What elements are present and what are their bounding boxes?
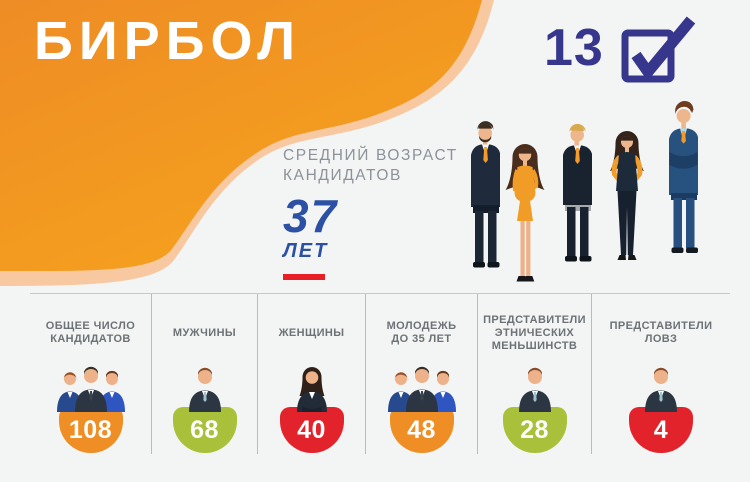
person-woman-akimbo bbox=[610, 131, 644, 260]
stat-label: МОЛОДЕЖЬ ДО 35 ЛЕТ bbox=[386, 320, 457, 345]
stat-column-men: МУЖЧИНЫ 68 bbox=[152, 294, 258, 454]
candidates-illustration bbox=[471, 101, 698, 282]
male-person-icon bbox=[641, 364, 681, 412]
stat-label: ОБЩЕЕ ЧИСЛО КАНДИДАТОВ bbox=[45, 320, 136, 345]
ballot-number: 13 bbox=[544, 19, 604, 77]
stat-label: МУЖЧИНЫ bbox=[172, 326, 237, 339]
ballot-checkbox-icon bbox=[621, 16, 696, 83]
stat-column-total: ОБЩЕЕ ЧИСЛО КАНДИДАТОВ bbox=[30, 294, 152, 454]
group-people-icon bbox=[55, 364, 127, 412]
stats-table: ОБЩЕЕ ЧИСЛО КАНДИДАТОВ bbox=[30, 293, 730, 454]
orange-swoosh-background bbox=[0, 0, 494, 286]
average-age-unit: ЛЕТ bbox=[283, 240, 329, 262]
person-man-dark-suit bbox=[471, 121, 500, 268]
stat-column-disabilities: ПРЕДСТАВИТЕЛИ ЛОВЗ 4 bbox=[592, 294, 730, 454]
person-woman-orange-dress bbox=[505, 144, 545, 282]
ballot-number-logo: 13 bbox=[544, 16, 699, 90]
stat-value-badge: 108 bbox=[58, 407, 123, 453]
stat-value-badge: 40 bbox=[279, 407, 344, 453]
red-underline bbox=[283, 274, 325, 280]
stat-column-women: ЖЕНЩИНЫ 40 bbox=[258, 294, 366, 454]
stat-value-badge: 4 bbox=[629, 407, 693, 453]
stat-column-youth: МОЛОДЕЖЬ ДО 35 ЛЕТ bbox=[366, 294, 478, 454]
stat-label: ЖЕНЩИНЫ bbox=[278, 326, 345, 339]
stat-value-badge: 28 bbox=[502, 407, 567, 453]
party-title: БИРБОЛ bbox=[34, 11, 302, 71]
stat-label: ПРЕДСТАВИТЕЛИ ЭТНИЧЕСКИХ МЕНЬШИНСТВ bbox=[483, 313, 586, 352]
stat-label: ПРЕДСТАВИТЕЛИ ЛОВЗ bbox=[609, 320, 713, 345]
average-age-block: СРЕДНИЙ ВОЗРАСТ КАНДИДАТОВ 37 ЛЕТ bbox=[283, 146, 503, 280]
average-age-label: СРЕДНИЙ ВОЗРАСТ КАНДИДАТОВ bbox=[283, 147, 458, 184]
stat-column-ethnic-minorities: ПРЕДСТАВИТЕЛИ ЭТНИЧЕСКИХ МЕНЬШИНСТВ 28 bbox=[478, 294, 592, 454]
male-person-icon bbox=[185, 364, 225, 412]
person-man-blue-suit bbox=[669, 101, 698, 253]
male-person-icon bbox=[515, 364, 555, 412]
person-man-blond bbox=[563, 123, 592, 262]
stat-value-badge: 68 bbox=[172, 407, 237, 453]
group-people-icon bbox=[386, 364, 458, 412]
stat-value-badge: 48 bbox=[389, 407, 454, 453]
average-age-value: 37 bbox=[283, 190, 339, 242]
female-person-icon bbox=[292, 364, 332, 412]
